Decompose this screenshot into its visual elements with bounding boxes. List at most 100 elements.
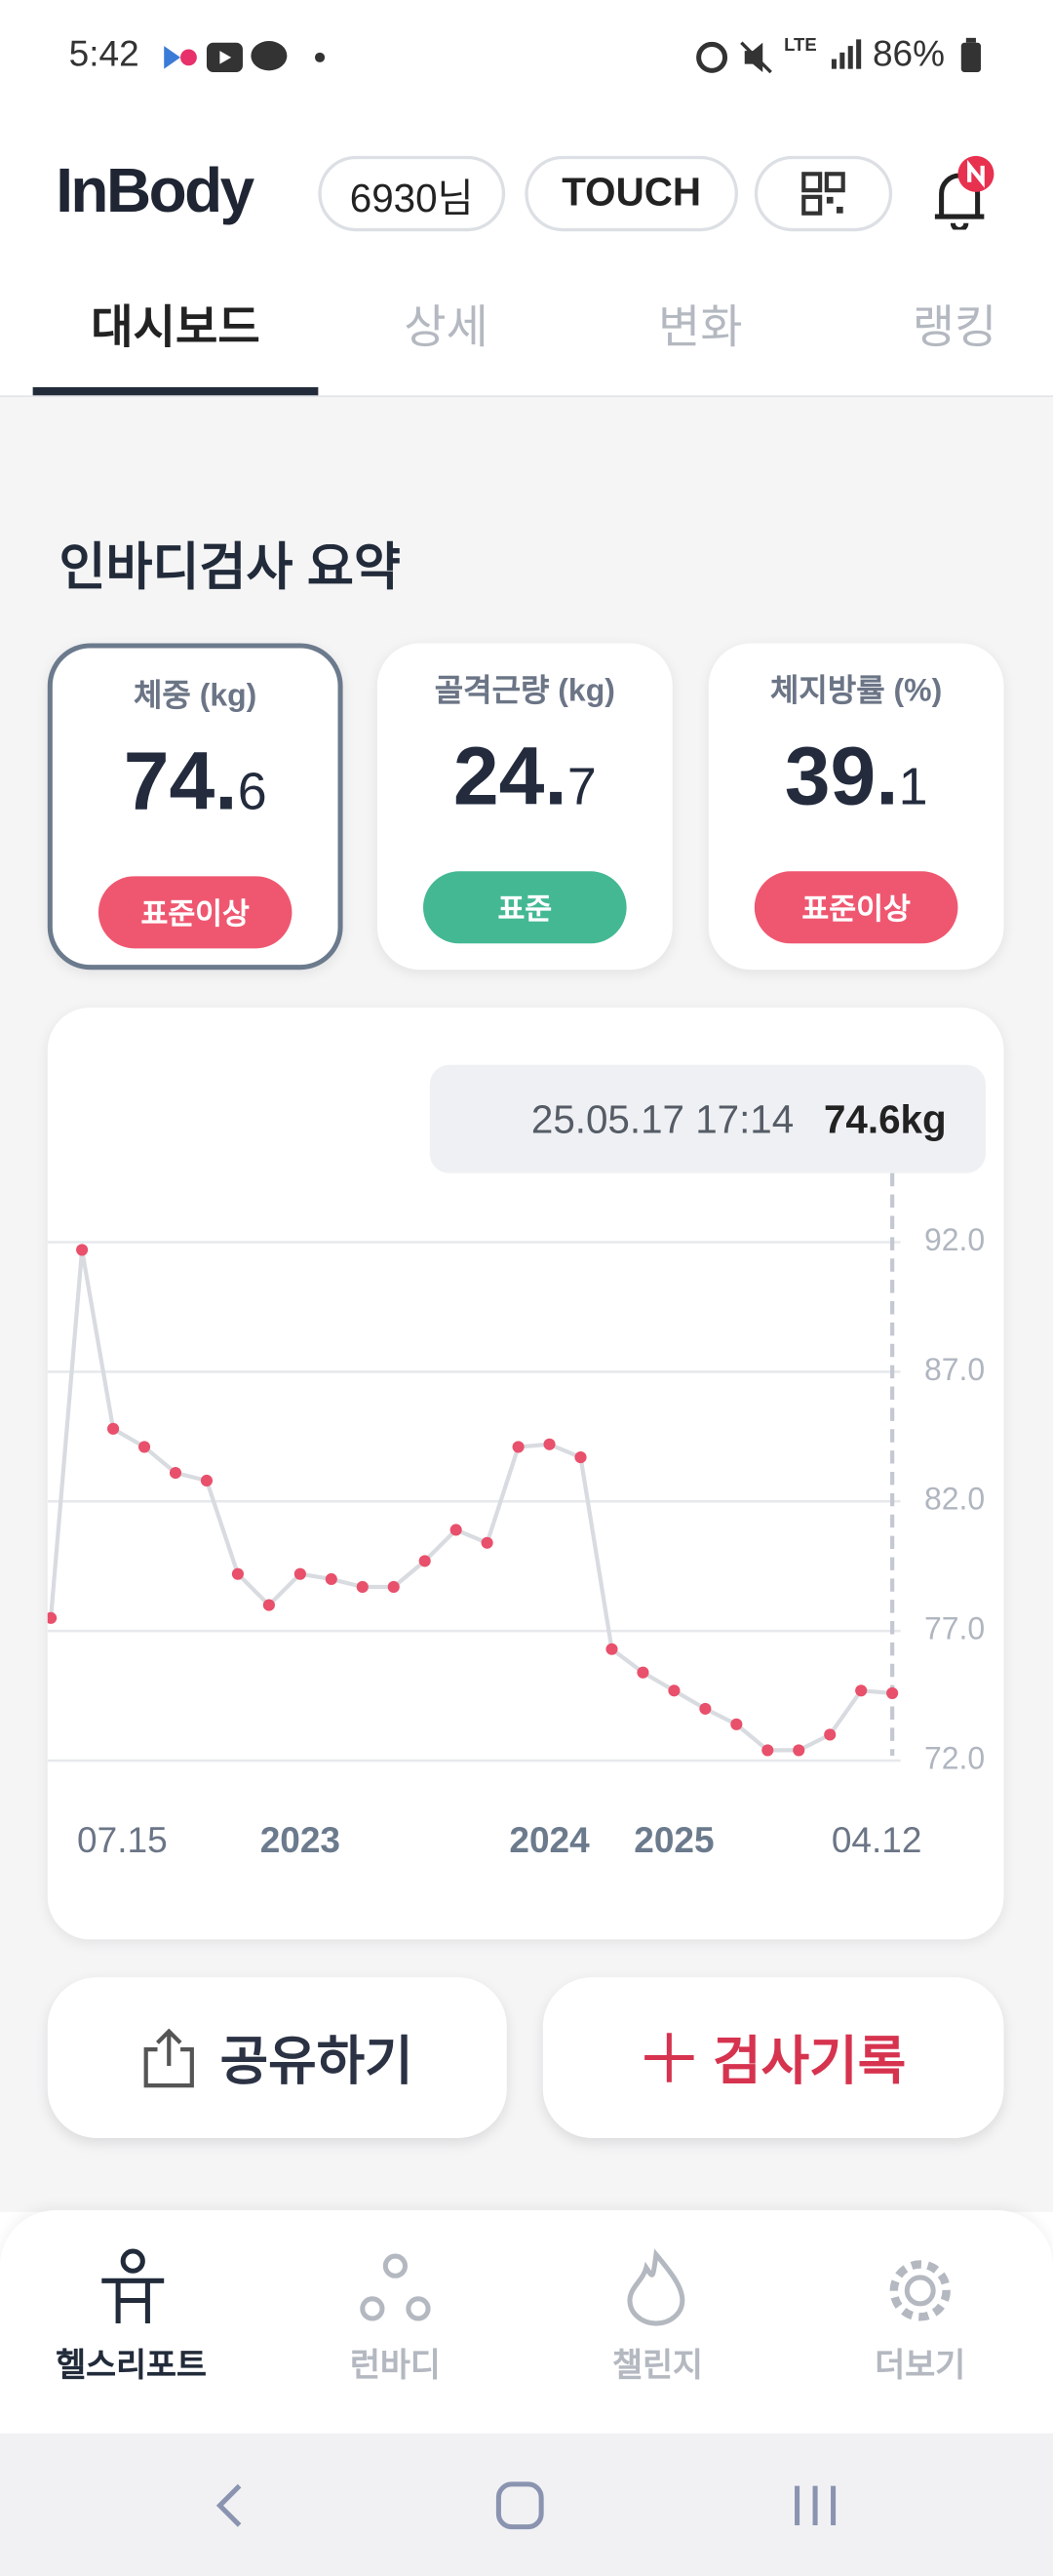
battery-icon <box>960 37 981 73</box>
data-point <box>231 1567 244 1580</box>
card-label: 골격근량 (kg) <box>434 674 615 709</box>
data-point <box>793 1744 805 1757</box>
notification-bell[interactable] <box>921 154 1003 230</box>
tab[interactable]: 변화 <box>657 301 743 353</box>
status-time: 5:42 <box>68 32 139 74</box>
y-tick-label: 87.0 <box>924 1352 985 1387</box>
share-button[interactable]: 공유하기 <box>47 1977 507 2138</box>
user-pill[interactable]: 6930님 <box>318 155 506 232</box>
nav-icon <box>627 2248 685 2326</box>
value-whole: 39. <box>784 730 899 822</box>
data-point <box>262 1599 275 1611</box>
data-point <box>699 1702 712 1715</box>
nav-label[interactable]: 런바디 <box>349 2348 441 2385</box>
status-badge: 표준이상 <box>98 876 292 949</box>
data-point <box>512 1441 525 1453</box>
tab[interactable]: 대시보드 <box>91 301 260 353</box>
plus-icon <box>644 2033 693 2082</box>
data-point <box>886 1686 899 1699</box>
data-point <box>356 1580 369 1594</box>
x-tick-label: 2024 <box>509 1820 590 1860</box>
data-point <box>137 1441 151 1453</box>
data-point <box>730 1718 743 1730</box>
nav-icon <box>101 2248 165 2324</box>
data-point <box>761 1744 774 1757</box>
data-point <box>76 1244 89 1256</box>
x-tick-label: 04.12 <box>832 1820 922 1860</box>
data-point <box>107 1422 120 1435</box>
tooltip-date: 25.05.17 17:14 <box>531 1096 794 1141</box>
qr-button[interactable] <box>754 155 893 232</box>
tab[interactable]: 상세 <box>404 301 488 353</box>
status-network: LTE <box>784 36 817 57</box>
data-point <box>449 1524 462 1536</box>
tooltip-box <box>429 1064 987 1173</box>
status-battery: 86% <box>872 32 946 74</box>
card-value: 39.1 <box>709 729 1004 824</box>
card-label: 체중 (kg) <box>134 679 257 714</box>
share-icon <box>143 2028 195 2088</box>
data-point <box>637 1666 649 1679</box>
nav-label[interactable]: 헬스리포트 <box>56 2348 207 2385</box>
status-badge: 표준이상 <box>754 871 958 944</box>
section-title: 인바디검사 요약 <box>58 537 401 596</box>
system-nav-bar <box>0 2433 1053 2576</box>
data-point <box>855 1684 868 1697</box>
logo[interactable]: InBody <box>56 157 254 227</box>
data-point <box>200 1474 214 1487</box>
data-point <box>325 1572 337 1586</box>
data-point <box>293 1567 306 1580</box>
summary-card[interactable]: 골격근량 (kg) 24.7 표준 <box>376 643 673 971</box>
card-value: 24.7 <box>377 729 673 824</box>
record-label: 검사기록 <box>713 2031 907 2091</box>
data-point <box>481 1536 493 1549</box>
y-tick-label: 92.0 <box>924 1222 985 1257</box>
touch-pill[interactable]: TOUCH <box>525 155 739 232</box>
x-tick-label: 2023 <box>260 1820 340 1860</box>
tooltip-value: 74.6kg <box>824 1096 947 1141</box>
system-nav-icons <box>215 2481 837 2530</box>
bottom-nav <box>0 2209 1053 2434</box>
tab-indicator <box>32 387 319 396</box>
y-tick-label: 72.0 <box>924 1740 985 1775</box>
status-icons <box>164 41 326 73</box>
data-point <box>543 1438 556 1450</box>
signal-icon <box>831 39 862 69</box>
data-point <box>824 1728 837 1741</box>
value-fraction: 6 <box>237 761 267 821</box>
status-indicators <box>696 41 772 74</box>
nav-icon <box>360 2253 431 2321</box>
value-fraction: 1 <box>898 756 928 816</box>
nav-label[interactable]: 더보기 <box>875 2348 966 2385</box>
data-point <box>574 1451 587 1464</box>
nav-icon <box>889 2260 951 2321</box>
data-point <box>169 1466 182 1480</box>
nav-label[interactable]: 챌린지 <box>612 2348 703 2385</box>
qr-icon <box>801 172 845 216</box>
series-line <box>49 1248 893 1753</box>
y-tick-label: 82.0 <box>924 1482 985 1517</box>
y-tick-label: 77.0 <box>924 1611 985 1646</box>
data-point <box>668 1684 681 1697</box>
card-value: 74.6 <box>53 733 338 829</box>
value-whole: 74. <box>123 734 238 827</box>
status-badge: 표준 <box>423 871 627 944</box>
data-point <box>605 1643 618 1655</box>
record-button[interactable]: 검사기록 <box>542 1977 1004 2138</box>
value-whole: 24. <box>452 730 567 822</box>
share-label: 공유하기 <box>219 2031 413 2091</box>
data-point <box>47 1611 58 1624</box>
data-point <box>387 1580 400 1594</box>
tab[interactable]: 랭킹 <box>912 301 997 353</box>
summary-card[interactable]: 체중 (kg) 74.6 표준이상 <box>47 643 343 971</box>
summary-card[interactable]: 체지방률 (%) 39.1 표준이상 <box>708 643 1004 971</box>
x-tick-label: 07.15 <box>77 1820 168 1860</box>
card-label: 체지방률 (%) <box>770 674 943 709</box>
data-point <box>418 1555 431 1567</box>
chart: 25.05.17 17:14 74.6kg 92.0 87.0 82.0 77.0 72… <box>47 1064 987 1860</box>
value-fraction: 7 <box>566 756 597 816</box>
x-tick-label: 2025 <box>634 1820 714 1860</box>
